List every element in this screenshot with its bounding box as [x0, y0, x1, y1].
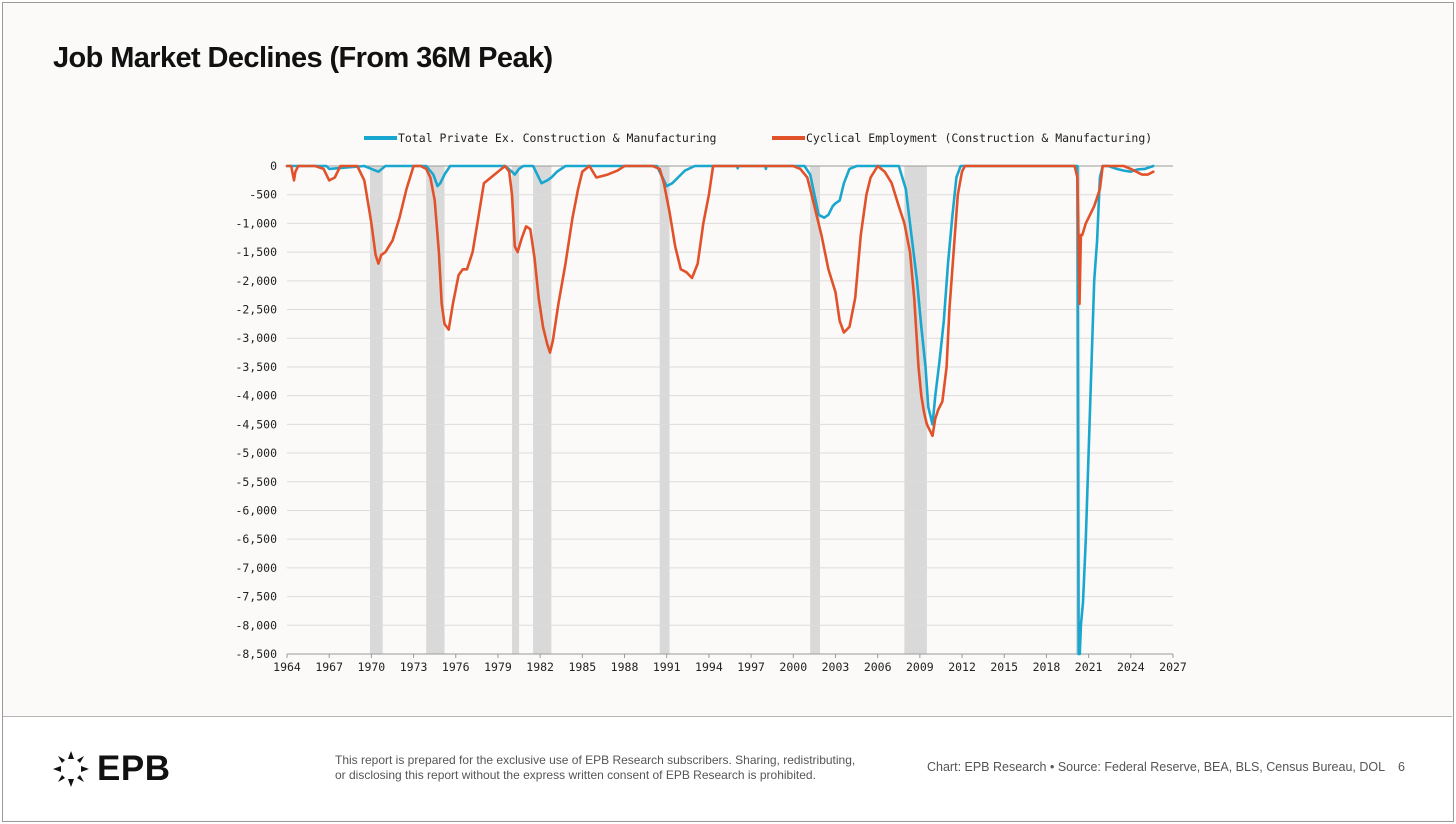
x-tick-label: 2012 — [948, 660, 976, 674]
series-line-total-private — [285, 164, 1155, 656]
x-tick-label: 2024 — [1117, 660, 1145, 674]
x-tick-label: 2027 — [1159, 660, 1187, 674]
legend-label-cyclical: Cyclical Employment (Construction & Manu… — [806, 131, 1152, 145]
y-axis-tick-labels: 0 -500 -1,000 -1,500 -2,000 -2,500 -3,000 -3,50… — [235, 159, 277, 661]
recession-shading — [369, 166, 1081, 654]
page-number: 6 — [1398, 760, 1405, 774]
y-tick-label: -5,000 — [235, 446, 277, 460]
disclaimer: This report is prepared for the exclusiv… — [335, 753, 895, 782]
legend-label-total-private: Total Private Ex. Construction & Manufac… — [398, 131, 717, 145]
page-title: Job Market Declines (From 36M Peak) — [53, 42, 553, 74]
x-tick-label: 1979 — [484, 660, 512, 674]
y-tick-label: -6,500 — [235, 532, 277, 546]
y-tick-label: -1,000 — [235, 216, 277, 230]
chart-axes — [286, 165, 1174, 658]
x-tick-label: 1997 — [737, 660, 765, 674]
recession-band-6 — [904, 166, 927, 654]
chart-source: Chart: EPB Research • Source: Federal Re… — [927, 760, 1386, 774]
x-axis-tick-labels: 1964 1967 1970 1973 1976 1979 1982 1985 1988 1991… — [273, 660, 1187, 674]
recession-band-4 — [659, 166, 670, 654]
recession-band-1 — [426, 166, 445, 654]
series-line-cyclical — [285, 164, 1155, 438]
recession-band-2 — [512, 166, 520, 654]
chart: 0 -500 -1,000 -1,500 -2,000 -2,500 -3,000 -3,50… — [235, 131, 1187, 674]
y-tick-label: -2,000 — [235, 274, 277, 288]
epb-logo-text: EPB — [97, 749, 171, 788]
y-tick-label: -4,500 — [235, 417, 277, 431]
x-tick-label: 1985 — [568, 660, 596, 674]
y-tick-label: 0 — [270, 159, 277, 173]
y-tick-label: -3,500 — [235, 360, 277, 374]
y-tick-label: -5,500 — [235, 475, 277, 489]
y-tick-label: -7,500 — [235, 590, 277, 604]
recession-band-0 — [369, 166, 383, 654]
disclaimer-line-1: This report is prepared for the exclusiv… — [335, 753, 856, 767]
x-tick-label: 2006 — [864, 660, 892, 674]
x-tick-label: 2021 — [1075, 660, 1103, 674]
x-tick-label: 2000 — [779, 660, 807, 674]
y-tick-label: -7,000 — [235, 561, 277, 575]
epb-logo-icon — [53, 751, 89, 787]
y-tick-label: -6,000 — [235, 503, 277, 517]
chart-legend: Total Private Ex. Construction & Manufac… — [364, 131, 1152, 145]
y-tick-label: -500 — [249, 188, 277, 202]
x-tick-label: 1982 — [526, 660, 554, 674]
y-tick-label: -3,000 — [235, 331, 277, 345]
x-tick-label: 1988 — [611, 660, 639, 674]
x-tick-label: 2015 — [990, 660, 1018, 674]
footer: EPB This report is prepared for the excl… — [3, 716, 1452, 820]
x-tick-label: 1991 — [653, 660, 681, 674]
recession-band-3 — [533, 166, 552, 654]
x-tick-label: 1973 — [400, 660, 428, 674]
y-tick-label: -2,500 — [235, 303, 277, 317]
disclaimer-line-2: or disclosing this report without the ex… — [335, 767, 816, 782]
x-tick-label: 1967 — [315, 660, 343, 674]
x-tick-label: 2003 — [822, 660, 850, 674]
x-tick-label: 1994 — [695, 660, 723, 674]
y-tick-label: -8,000 — [235, 618, 277, 632]
y-tick-label: -8,500 — [235, 647, 277, 661]
x-tick-label: 2018 — [1033, 660, 1061, 674]
epb-logo: EPB — [53, 749, 170, 789]
y-tick-label: -4,000 — [235, 389, 277, 403]
x-tick-label: 2009 — [906, 660, 934, 674]
x-tick-label: 1970 — [358, 660, 386, 674]
chart-series — [285, 164, 1155, 656]
recession-band-5 — [810, 166, 821, 654]
x-tick-label: 1964 — [273, 660, 301, 674]
chart-gridlines — [287, 194, 1173, 655]
y-tick-label: -1,500 — [235, 245, 277, 259]
x-tick-label: 1976 — [442, 660, 470, 674]
